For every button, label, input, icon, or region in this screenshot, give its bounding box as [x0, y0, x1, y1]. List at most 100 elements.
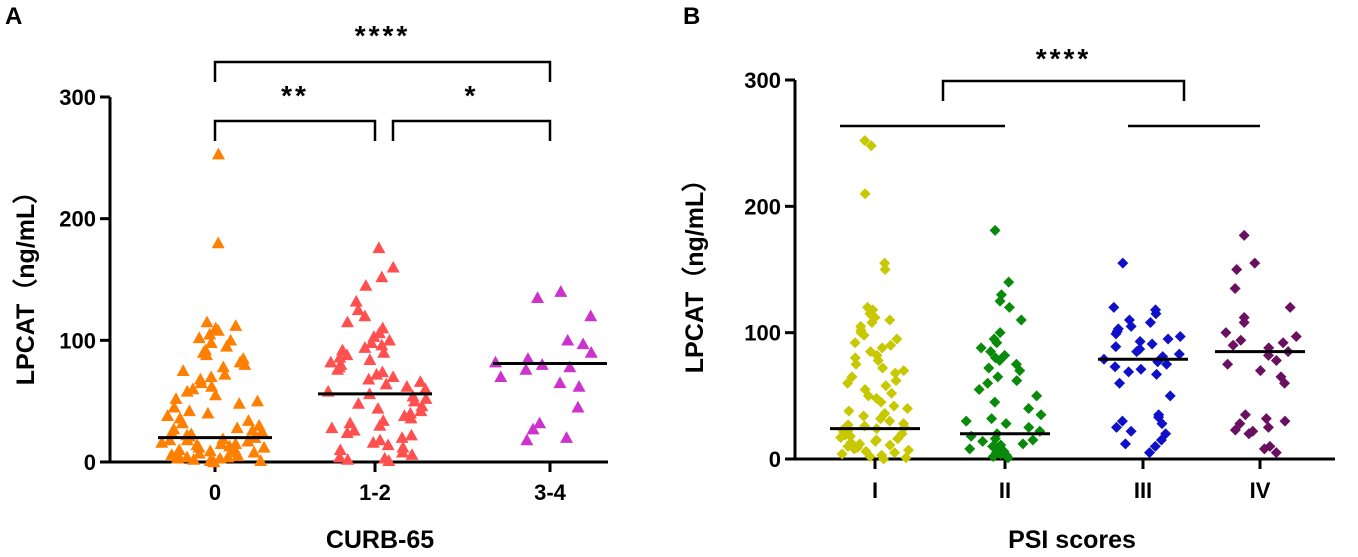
data-point [872, 354, 884, 366]
data-point [884, 439, 896, 451]
data-point [373, 419, 387, 431]
data-point [876, 342, 888, 354]
data-point [519, 363, 533, 375]
data-point [1123, 366, 1135, 378]
significance-bracket [391, 119, 552, 141]
y-tick-label: 300 [744, 68, 781, 93]
data-point [414, 404, 428, 417]
data-point [973, 384, 985, 396]
data-point [875, 413, 887, 425]
data-point [370, 367, 384, 380]
data-point [884, 314, 896, 326]
data-point [213, 451, 227, 464]
data-point [858, 329, 870, 341]
panel-a-brackets: ****** * [213, 20, 552, 141]
data-point [875, 396, 887, 408]
data-point [859, 135, 871, 147]
data-point [900, 452, 912, 464]
data-point [1235, 334, 1247, 346]
data-point [247, 445, 261, 458]
y-tick-label: 0 [769, 447, 781, 472]
data-point [520, 433, 534, 446]
significance-bracket [941, 79, 1186, 101]
data-point [494, 370, 508, 383]
x-tick-label: I [872, 478, 878, 503]
data-point [890, 375, 902, 387]
data-point [230, 421, 244, 434]
data-point [1238, 229, 1250, 241]
data-point [386, 370, 400, 383]
significance-label: **** [355, 20, 411, 51]
data-point [992, 371, 1004, 383]
data-point [375, 338, 389, 351]
data-point [1031, 390, 1043, 402]
data-point [1117, 257, 1129, 269]
data-point [836, 448, 848, 460]
data-point [576, 337, 590, 350]
data-point [983, 362, 995, 374]
data-point [333, 443, 347, 456]
data-point [363, 353, 377, 365]
data-point [341, 453, 355, 465]
y-tick-label: 100 [59, 328, 96, 353]
data-point [250, 394, 264, 407]
data-point [994, 327, 1006, 339]
data-point [526, 422, 540, 435]
data-point [533, 416, 547, 429]
data-point [879, 264, 891, 275]
data-point [849, 337, 861, 349]
data-point [211, 236, 225, 249]
panel-b-x-label: PSI scores [1008, 526, 1136, 554]
data-point [1144, 317, 1156, 329]
data-point [1229, 424, 1241, 436]
data-point [204, 370, 218, 383]
data-point [418, 382, 432, 395]
data-point [989, 224, 1001, 236]
data-point [365, 336, 379, 348]
data-point [584, 346, 598, 358]
data-point [1222, 358, 1234, 370]
panel-a-x-ticks: 0 1-2 3-4 [209, 462, 567, 505]
data-point [886, 387, 898, 399]
data-point [362, 372, 376, 385]
data-point [175, 416, 189, 429]
data-point [382, 454, 396, 466]
data-point [849, 352, 861, 364]
data-point [359, 279, 373, 291]
data-point [898, 365, 910, 377]
data-point [1156, 418, 1168, 430]
data-point [1023, 402, 1035, 414]
data-point [209, 388, 223, 401]
data-point [1111, 421, 1123, 433]
data-point [1017, 438, 1029, 450]
y-tick-label: 100 [744, 321, 781, 346]
significance-label: ** [281, 80, 309, 111]
data-point [1150, 308, 1162, 320]
data-point [1015, 314, 1027, 326]
data-point [176, 364, 190, 376]
data-point [400, 380, 414, 392]
data-point [1227, 339, 1239, 351]
data-point [379, 377, 393, 390]
data-point [1149, 440, 1161, 452]
data-point [229, 319, 243, 331]
data-point [194, 376, 208, 389]
data-point [994, 354, 1006, 366]
data-point [1110, 341, 1122, 353]
data-point [1279, 415, 1291, 427]
panel-b-x-ticks: I II III IV [872, 459, 1271, 503]
data-point [180, 384, 194, 397]
data-point [413, 375, 427, 387]
data-point [395, 431, 409, 443]
data-point [165, 426, 179, 438]
panel-a-label: A [5, 3, 22, 30]
data-point [994, 295, 1006, 307]
data-point [216, 360, 230, 373]
x-tick-label: 0 [209, 480, 221, 505]
data-point [182, 404, 196, 417]
data-point [1243, 428, 1255, 440]
data-point [1258, 443, 1270, 455]
panel-a-points [155, 147, 598, 468]
